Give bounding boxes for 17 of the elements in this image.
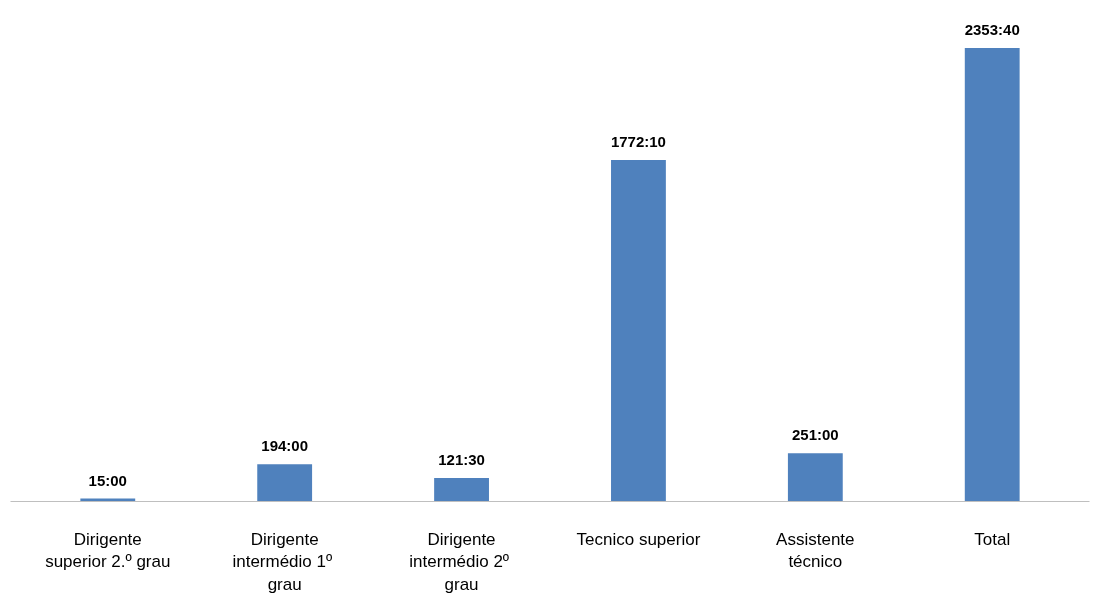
bar (787, 453, 843, 502)
data-label: 1772:10 (610, 133, 666, 151)
x-tick-label: Tecnico superior (576, 529, 701, 549)
bar (964, 48, 1020, 502)
x-tick-label: Total (974, 529, 1011, 549)
data-label: 15:00 (88, 471, 127, 489)
x-tick-label: Dirigente intermédio 1º grau (232, 529, 333, 595)
data-label: 251:00 (791, 426, 839, 444)
x-tick-label: Dirigente intermédio 2º grau (409, 529, 510, 595)
x-tick-label: Assistente técnico (776, 529, 855, 572)
data-label: 2353:40 (964, 21, 1020, 39)
bar (611, 160, 666, 502)
x-tick-label: Dirigente superior 2.º grau (45, 529, 171, 572)
bar (257, 464, 313, 502)
data-label: 194:00 (261, 437, 309, 455)
data-label: 121:30 (438, 451, 485, 469)
bar (434, 478, 489, 502)
